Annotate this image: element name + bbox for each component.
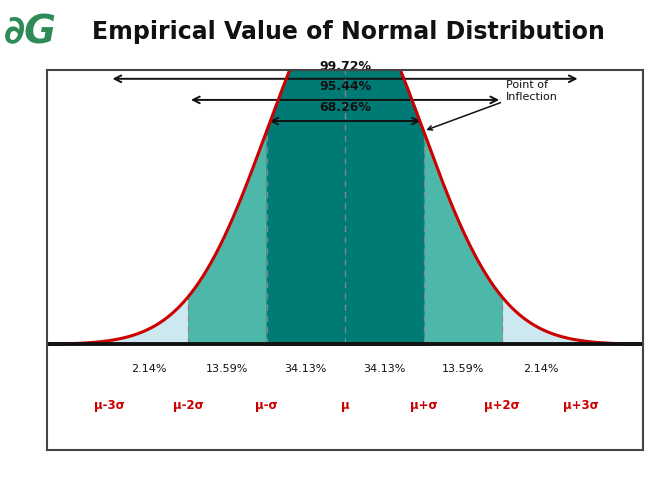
Text: 99.72%: 99.72%: [319, 60, 371, 73]
Text: μ-2σ: μ-2σ: [173, 399, 204, 412]
Text: 2.14%: 2.14%: [523, 364, 559, 374]
Text: Point of
Inflection: Point of Inflection: [427, 80, 557, 130]
Text: Empirical Value of Normal Distribution: Empirical Value of Normal Distribution: [92, 20, 605, 44]
Text: μ-3σ: μ-3σ: [94, 399, 125, 412]
Text: μ-σ: μ-σ: [255, 399, 278, 412]
Text: 34.13%: 34.13%: [363, 364, 405, 374]
Text: 2.14%: 2.14%: [131, 364, 167, 374]
Text: 95.44%: 95.44%: [319, 80, 371, 93]
Text: μ+2σ: μ+2σ: [484, 399, 520, 412]
Bar: [47, 70, 643, 450]
Text: μ+3σ: μ+3σ: [563, 399, 598, 412]
Text: μ: μ: [341, 399, 349, 412]
Text: 13.59%: 13.59%: [206, 364, 249, 374]
Text: 68.26%: 68.26%: [319, 101, 371, 114]
Text: μ+σ: μ+σ: [409, 399, 438, 412]
Text: 13.59%: 13.59%: [442, 364, 484, 374]
Text: 34.13%: 34.13%: [285, 364, 327, 374]
Text: ∂G: ∂G: [3, 14, 57, 52]
